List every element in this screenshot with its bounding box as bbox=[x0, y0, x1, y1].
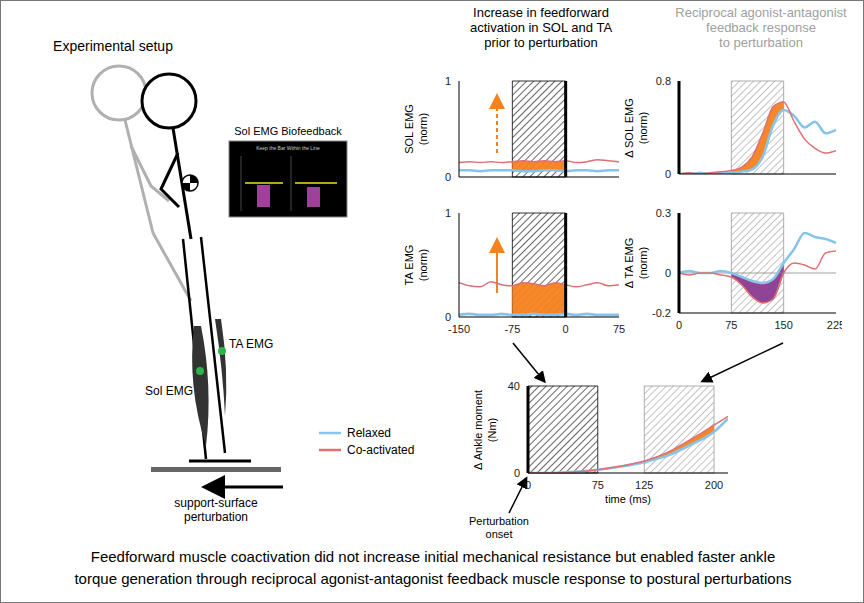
html-text:(norm): (norm) bbox=[417, 112, 429, 146]
svg-text:0: 0 bbox=[525, 479, 531, 491]
svg-text:Increase in feedforward: Increase in feedforward bbox=[473, 5, 609, 20]
svg-text:75: 75 bbox=[725, 319, 737, 331]
svg-text:Co-activated: Co-activated bbox=[347, 443, 414, 457]
svg-text:Keep the Bar Within the Line: Keep the Bar Within the Line bbox=[256, 145, 320, 151]
svg-text:0.8: 0.8 bbox=[656, 77, 671, 87]
svg-text:perturbation: perturbation bbox=[184, 510, 248, 524]
svg-text:Relaxed: Relaxed bbox=[347, 426, 391, 440]
svg-text:-75: -75 bbox=[504, 323, 520, 335]
svg-text:40: 40 bbox=[508, 382, 520, 392]
html-text:(norm): (norm) bbox=[637, 246, 649, 280]
svg-text:0: 0 bbox=[514, 467, 520, 479]
svg-text:150: 150 bbox=[774, 319, 792, 331]
svg-text:0: 0 bbox=[445, 311, 451, 323]
svg-text:prior to perturbation: prior to perturbation bbox=[484, 35, 597, 50]
svg-text:Sol EMG Biofeedback: Sol EMG Biofeedback bbox=[234, 125, 342, 137]
html-text:Δ Ankle moment: Δ Ankle moment bbox=[472, 389, 484, 470]
html-text:time (ms): time (ms) bbox=[605, 493, 651, 505]
svg-text:0: 0 bbox=[563, 323, 569, 335]
html-text:TA EMG: TA EMG bbox=[403, 244, 415, 286]
svg-text:225: 225 bbox=[827, 319, 842, 331]
svg-text:0: 0 bbox=[676, 319, 682, 331]
html-text:(Nm): (Nm) bbox=[486, 417, 498, 442]
svg-text:feedback response: feedback response bbox=[706, 20, 816, 35]
svg-text:Perturbation: Perturbation bbox=[469, 515, 529, 527]
svg-text:0: 0 bbox=[665, 168, 671, 178]
svg-text:activation in SOL and TA: activation in SOL and TA bbox=[470, 20, 612, 35]
svg-text:-0.2: -0.2 bbox=[652, 307, 671, 319]
svg-text:onset: onset bbox=[486, 528, 513, 540]
svg-text:Experimental setup: Experimental setup bbox=[53, 38, 173, 54]
svg-text:to perturbation: to perturbation bbox=[719, 35, 803, 50]
html-text:SOL EMG: SOL EMG bbox=[403, 104, 415, 154]
svg-text:Feedforward muscle coactivatio: Feedforward muscle coactivation did not … bbox=[91, 548, 776, 565]
svg-text:1: 1 bbox=[445, 209, 451, 219]
html-text:(norm): (norm) bbox=[637, 111, 649, 144]
svg-text:0: 0 bbox=[665, 267, 671, 279]
svg-text:Sol EMG: Sol EMG bbox=[145, 384, 193, 398]
html-text:Δ TA EMG: Δ TA EMG bbox=[623, 237, 635, 289]
svg-text:0: 0 bbox=[445, 171, 451, 181]
svg-text:125: 125 bbox=[635, 479, 653, 491]
html-text:(norm): (norm) bbox=[417, 248, 429, 282]
svg-text:0.3: 0.3 bbox=[656, 209, 671, 219]
svg-text:TA EMG: TA EMG bbox=[229, 337, 273, 351]
svg-text:200: 200 bbox=[705, 479, 723, 491]
svg-text:-150: -150 bbox=[448, 323, 470, 335]
svg-text:support-surface: support-surface bbox=[174, 496, 258, 510]
html-text:Δ SOL EMG: Δ SOL EMG bbox=[623, 97, 635, 158]
svg-text:1: 1 bbox=[445, 77, 451, 87]
svg-text:Reciprocal agonist-antagonist: Reciprocal agonist-antagonist bbox=[675, 5, 847, 20]
svg-text:75: 75 bbox=[592, 479, 604, 491]
svg-text:75: 75 bbox=[613, 323, 625, 335]
svg-text:torque generation through reci: torque generation through reciprocal ago… bbox=[74, 570, 791, 587]
